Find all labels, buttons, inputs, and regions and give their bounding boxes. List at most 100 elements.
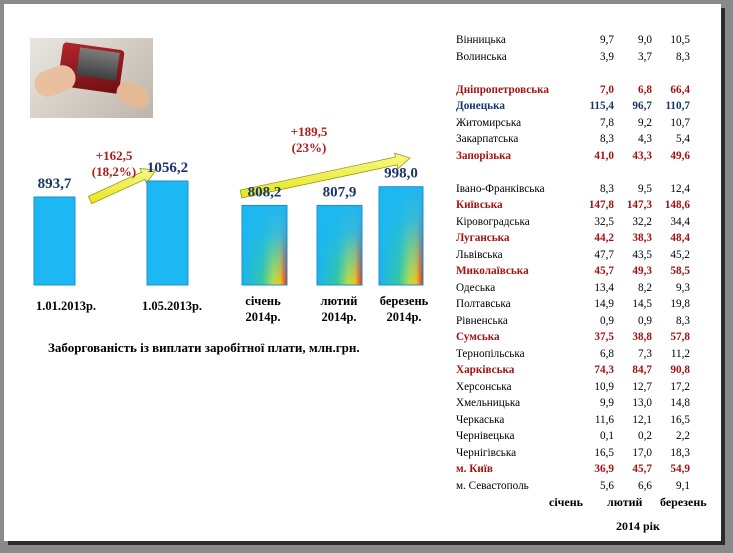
regions-table: Вінницька 9,7 9,0 10,5 Волинська 3,9 3,7 8,3 Дні… xyxy=(452,32,690,494)
bar-value-label: 998,0 xyxy=(384,166,418,182)
region-value: 45,7 xyxy=(632,463,652,475)
region-value: 2,2 xyxy=(676,430,690,442)
region-value: 58,5 xyxy=(670,265,690,277)
region-value: 6,8 xyxy=(600,347,614,360)
bar xyxy=(146,180,189,286)
region-value: 43,3 xyxy=(632,149,652,162)
region-name: Чернівецька xyxy=(456,430,515,442)
table-row: Рівненська 0,9 0,9 8,3 xyxy=(452,313,690,330)
region-name: Закарпатська xyxy=(456,133,519,145)
region-value: 0,2 xyxy=(638,430,652,442)
column-header-march: березень xyxy=(660,495,707,509)
column-header-february: лютий xyxy=(607,495,643,509)
region-value: 5,6 xyxy=(600,479,614,492)
region-value: 37,5 xyxy=(594,331,614,343)
region-value: 9,0 xyxy=(638,34,652,46)
table-row: м. Севастополь 5,6 6,6 9,1 xyxy=(452,478,690,495)
region-value: 43,5 xyxy=(632,248,652,261)
table-row: Полтавська 14,9 14,5 19,8 xyxy=(452,296,690,313)
region-value: 32,5 xyxy=(594,215,614,228)
year-label: 2014 рік xyxy=(616,519,660,533)
region-value: 147,3 xyxy=(626,199,652,211)
region-name: Сумська xyxy=(456,331,500,343)
table-row: Житомирська 7,8 9,2 10,7 xyxy=(452,115,690,132)
region-value: 7,8 xyxy=(600,116,614,129)
region-value: 3,9 xyxy=(600,50,614,63)
region-name: Івано-Франківська xyxy=(456,182,545,195)
region-value: 11,6 xyxy=(594,413,614,426)
table-spacer-row xyxy=(452,164,690,181)
region-value: 8,3 xyxy=(600,182,614,195)
region-value: 54,9 xyxy=(670,463,690,475)
region-value: 74,3 xyxy=(594,364,614,376)
region-value: 8,3 xyxy=(676,50,690,63)
region-value: 38,3 xyxy=(632,232,652,244)
region-value: 3,7 xyxy=(638,50,652,63)
bar xyxy=(33,196,76,286)
region-name: Миколаївська xyxy=(456,265,529,277)
region-value: 8,2 xyxy=(638,281,652,294)
growth-arrow xyxy=(87,168,157,205)
region-value xyxy=(614,164,652,181)
region-value: 6,6 xyxy=(638,479,652,492)
table-row: Харківська 74,3 84,7 90,8 xyxy=(452,362,690,379)
table-row: Київська 147,8 147,3 148,6 xyxy=(452,197,690,214)
region-name: Черкаська xyxy=(456,413,505,426)
region-name: Донецька xyxy=(456,100,505,112)
region-value: 17,2 xyxy=(670,380,690,393)
region-value: 17,0 xyxy=(632,446,652,459)
region-value: 0,1 xyxy=(600,430,614,442)
region-value: 12,1 xyxy=(632,413,652,426)
bar xyxy=(316,204,363,286)
region-name: Херсонська xyxy=(456,380,512,393)
region-value: 10,5 xyxy=(670,34,690,46)
table-row: Кіровоградська 32,5 32,2 34,4 xyxy=(452,214,690,231)
region-value: 38,8 xyxy=(632,331,652,343)
region-value: 90,8 xyxy=(670,364,690,376)
region-name: Одеська xyxy=(456,281,496,294)
table-row: Луганська 44,2 38,3 48,4 xyxy=(452,230,690,247)
region-value: 148,6 xyxy=(664,199,690,211)
region-value: 36,9 xyxy=(594,463,614,475)
region-value: 8,3 xyxy=(676,314,690,327)
category-label: березень 2014р. xyxy=(380,294,429,324)
growth-arrow xyxy=(239,152,411,199)
region-value: 13,0 xyxy=(632,397,652,409)
region-value: 9,7 xyxy=(600,34,614,46)
table-row: Волинська 3,9 3,7 8,3 xyxy=(452,49,690,66)
region-name: Дніпропетровська xyxy=(456,83,550,96)
region-name: Тернопільська xyxy=(456,347,525,360)
region-value: 16,5 xyxy=(670,413,690,426)
region-value: 0,9 xyxy=(600,314,614,327)
region-value: 8,3 xyxy=(600,133,614,145)
region-name: Житомирська xyxy=(456,116,522,129)
region-value: 66,4 xyxy=(670,83,690,96)
table-row: м. Київ 36,9 45,7 54,9 xyxy=(452,461,690,478)
region-value: 9,3 xyxy=(676,281,690,294)
region-value: 16,5 xyxy=(594,446,614,459)
region-value xyxy=(580,164,614,181)
region-value xyxy=(652,65,690,82)
region-value: 44,2 xyxy=(594,232,614,244)
bar-chart: 893,7 1056,2 808,2 807,9 998,0 1.01.2013р. 1.0… xyxy=(33,124,429,324)
region-value: 57,8 xyxy=(670,331,690,343)
region-value: 10,9 xyxy=(594,380,614,393)
region-value: 96,7 xyxy=(632,100,652,112)
region-name xyxy=(452,65,580,82)
region-value: 0,9 xyxy=(638,314,652,327)
region-value xyxy=(652,164,690,181)
region-value: 48,4 xyxy=(670,232,690,244)
chart-caption: Заборгованість із виплати заробітної пла… xyxy=(48,340,360,355)
column-header-january: січень xyxy=(549,495,584,509)
region-value: 45,2 xyxy=(670,248,690,261)
table-row: Запорізька 41,0 43,3 49,6 xyxy=(452,148,690,165)
region-name: Харківська xyxy=(456,364,515,376)
bar-value-label: 807,9 xyxy=(323,184,357,200)
region-name: Рівненська xyxy=(456,314,508,327)
region-name xyxy=(452,164,580,181)
region-value: 84,7 xyxy=(632,364,652,376)
region-value: 10,7 xyxy=(670,116,690,129)
growth-annotation: +162,5 (18,2%) xyxy=(92,148,136,179)
region-name: Хмельницька xyxy=(456,397,521,409)
region-value: 14,8 xyxy=(670,397,690,409)
